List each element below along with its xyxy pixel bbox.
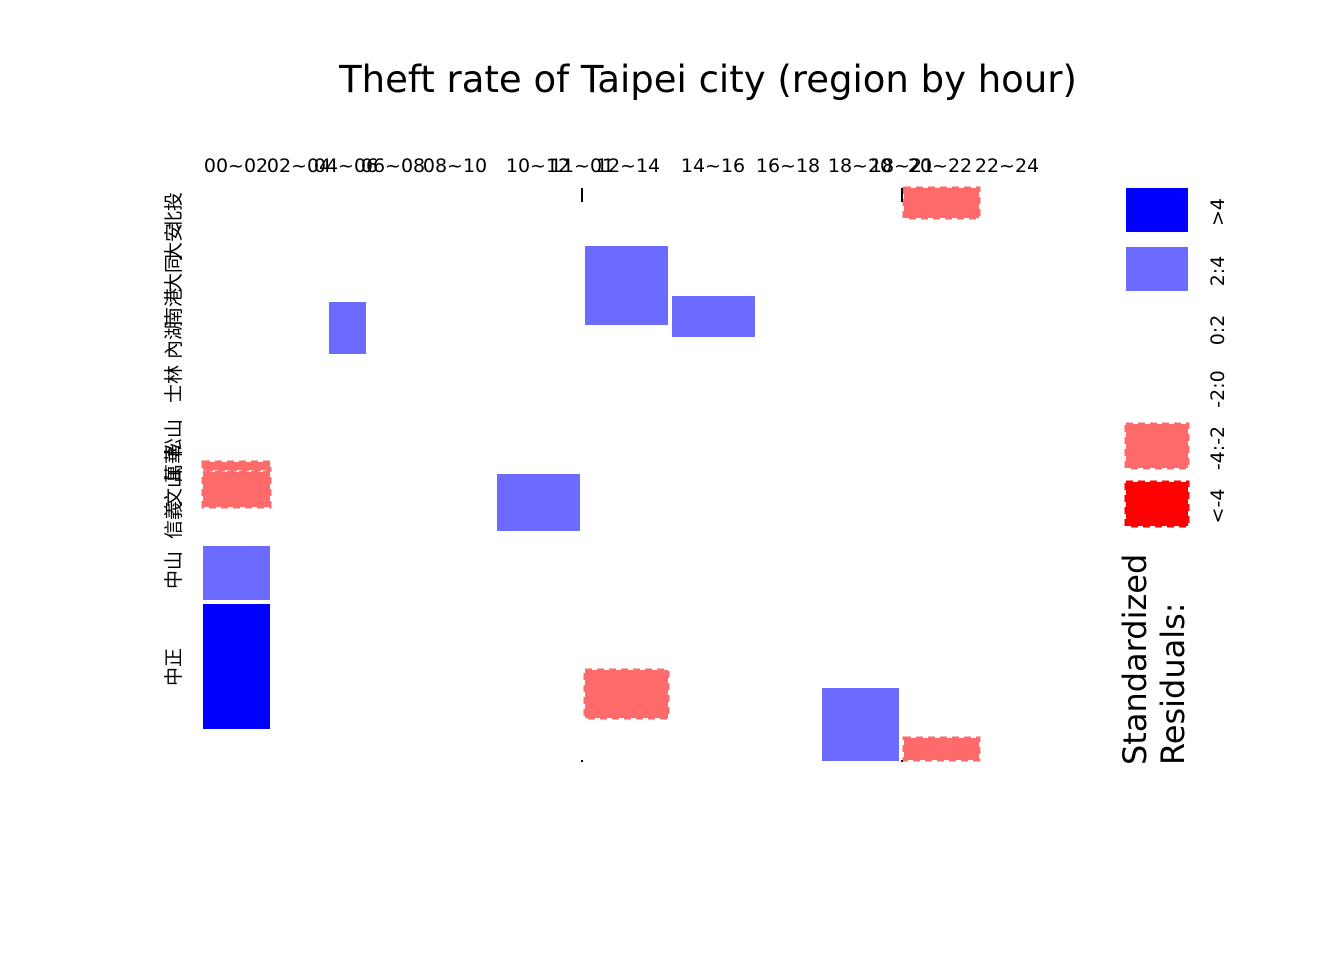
tile-00-02-e4bfa1e7bea9 [203, 546, 270, 600]
y-tick-label-e4b8ade6ada3: 中正 [163, 648, 185, 686]
x-tick-label-08-10: 08~10 [423, 155, 487, 177]
x-tick-label-18-20: 18~20 [828, 155, 892, 177]
tile-10-12-e890ace88faf [497, 474, 580, 531]
tile-04-06-e58d97e6b8af [329, 302, 366, 354]
x-tick-label-10-12: 10~12 [506, 155, 570, 177]
legend-label-0: >4 [1207, 198, 1229, 226]
legend-swatch-5 [1124, 480, 1190, 528]
x-tick-label-18-21: 18~21 [870, 155, 934, 177]
x-tick-label-20-22: 20~22 [908, 155, 972, 177]
legend: >4 2:4 0:2 -2:0 -4:-2 <-4 StandardizedResidual… [1116, 188, 1229, 765]
x-tick-label-04-06: 04~06 [314, 155, 378, 177]
x-tick-label-14-16: 14~16 [681, 155, 745, 177]
y-tick-label-e5a3abe69e97: 士林 [163, 365, 185, 403]
legend-swatch-0 [1126, 188, 1188, 232]
tile-20-22-e58c97e68a95 [902, 186, 981, 220]
y-tick-label-e5a4a7e5ae89: 大安 [163, 223, 185, 261]
y-tick-label-e69687e5b1b1: 文山 [163, 469, 185, 507]
legend-title: StandardizedResiduals: [1116, 554, 1192, 765]
x-tick-label-12-14: 12~14 [596, 155, 660, 177]
legend-swatch-4 [1124, 422, 1190, 470]
tile-12-14-e5a4a7e5ae89 [585, 246, 668, 325]
legend-label-5: <-4 [1207, 489, 1229, 524]
legend-title-line-2: Residuals: [1154, 602, 1192, 765]
legend-label-4: -4:-2 [1207, 426, 1229, 470]
y-tick-label-e69dbee5b1b1: 松山 [163, 419, 185, 457]
y-tick-label-e4bfa1e7bea9: 信義 [163, 501, 185, 539]
legend-label-2: 0:2 [1207, 315, 1229, 346]
tile-12-14-e4b8ade6ada3 [583, 668, 670, 720]
legend-label-1: 2:4 [1207, 256, 1229, 287]
tile-14-16-e5a4a7e5908c [672, 296, 755, 337]
tile-00-02-e4b8ade5b1b1 [203, 604, 270, 729]
x-tick-label-02-04: 02~04 [267, 155, 331, 177]
x-tick-label-00-02: 00~02 [204, 155, 268, 177]
x-tick-label-11-01: 11~01 [550, 155, 614, 177]
y-tick-label-e4b8ade5b1b1: 中山 [163, 551, 185, 589]
x-tick-label-22-24: 22~24 [975, 155, 1039, 177]
x-tick-label-06-08: 06~08 [361, 155, 425, 177]
y-tick-label-e58c97e68a95: 北投 [163, 192, 185, 230]
x-tick-label-16-18: 16~18 [756, 155, 820, 177]
tile-00-02-e890ace88faf [201, 470, 272, 509]
tile-18-20-e4b8ade6ada3 [822, 688, 899, 761]
tile-00-02-e69dbee5b1b1 [201, 460, 272, 472]
zero-markers [581, 188, 903, 762]
legend-title-line-1: Standardized [1116, 554, 1154, 765]
y-tick-label-e585a7e6b996: 內湖 [163, 321, 185, 359]
mosaic-tiles [201, 186, 981, 762]
legend-swatch-1 [1126, 247, 1188, 291]
y-tick-label-e890ace88faf: 萬華 [163, 445, 185, 483]
chart-title: Theft rate of Taipei city (region by hou… [338, 58, 1077, 101]
tile-20-22-e4b8ade6ada3 [902, 736, 981, 762]
y-tick-label-e5a4a7e5908c: 大同 [163, 254, 185, 292]
y-tick-label-e58d97e6b8af: 南港 [163, 288, 185, 326]
legend-label-3: -2:0 [1207, 370, 1229, 407]
